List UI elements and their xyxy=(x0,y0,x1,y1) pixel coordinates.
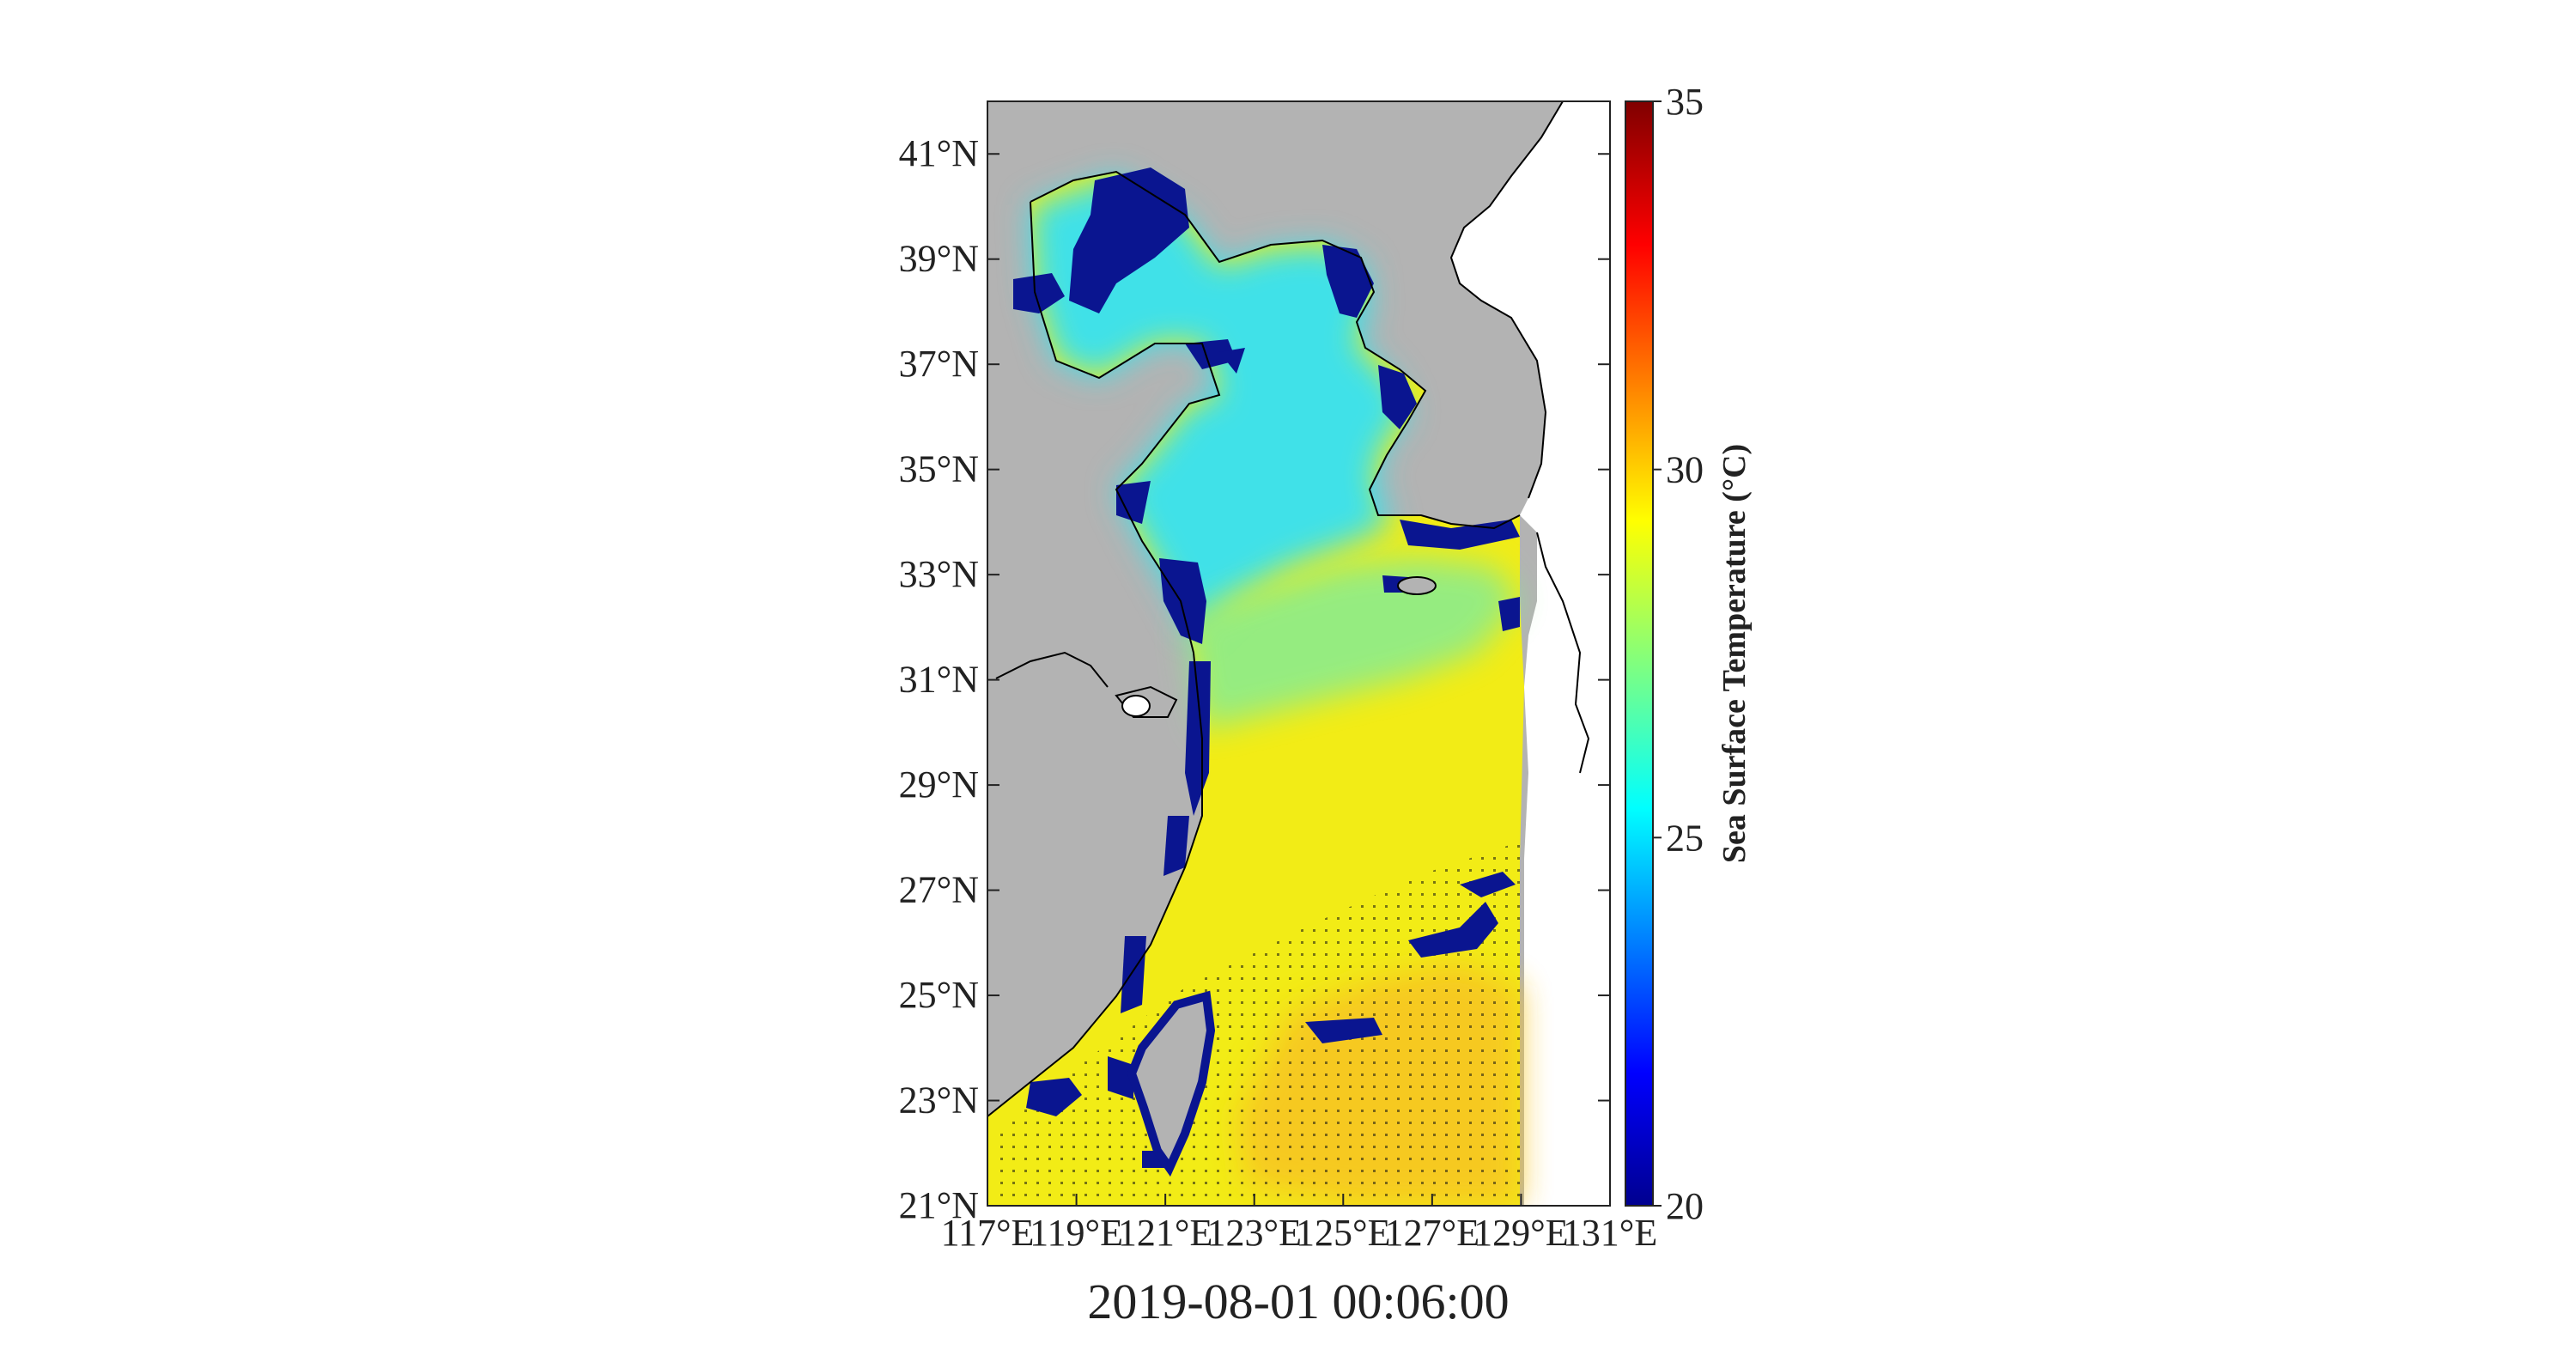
lat-tick-label: 23°N xyxy=(899,1079,979,1122)
lat-tick-label: 29°N xyxy=(899,763,979,806)
lon-tick-label: 129°E xyxy=(1473,1212,1568,1254)
lat-tick-label: 33°N xyxy=(899,553,979,595)
colorbar-gradient xyxy=(1625,100,1654,1207)
sst-cool-north xyxy=(1030,176,1408,635)
sst-field xyxy=(987,172,1524,1206)
colorbar-ticks: 20 25 30 35 xyxy=(1653,81,1704,1227)
map-axes-frame xyxy=(987,100,1611,1207)
lat-tick-label: 35°N xyxy=(899,448,979,490)
colorbar-tick-label: 30 xyxy=(1666,449,1704,491)
lat-tick-label: 25°N xyxy=(899,974,979,1016)
lon-tick-label: 131°E xyxy=(1563,1212,1657,1254)
sst-transition xyxy=(1185,558,1520,730)
japan-coastline xyxy=(1536,532,1590,774)
cold-coastal-patches xyxy=(1013,167,1520,1168)
korea-coastline xyxy=(1449,101,1564,499)
colorbar-title: Sea Surface Temperature (°C) xyxy=(1716,444,1753,863)
lon-tick-label: 127°E xyxy=(1385,1212,1479,1254)
lon-tick-label: 121°E xyxy=(1118,1212,1212,1254)
taihu-lake xyxy=(1121,695,1151,717)
mainland-coastline xyxy=(1030,170,1521,530)
lon-tick-label: 123°E xyxy=(1206,1212,1301,1254)
lat-tick-label: 39°N xyxy=(899,238,979,280)
no-data-ocean xyxy=(1451,101,1610,1206)
lat-tick-label: 31°N xyxy=(899,659,979,701)
inland-water-line xyxy=(995,651,1109,688)
colorbar-tick-label: 25 xyxy=(1666,817,1704,859)
lat-tick-label: 27°N xyxy=(899,869,979,911)
map-plot-area xyxy=(987,101,1610,1206)
lat-tick-label: 37°N xyxy=(899,343,979,385)
lat-tick-label: 41°N xyxy=(899,132,979,174)
mainland-coastline-south xyxy=(987,201,1221,1117)
lon-tick-label: 125°E xyxy=(1296,1212,1390,1254)
lon-tick-label: 119°E xyxy=(1030,1212,1123,1254)
latitude-axis: 41°N 39°N 37°N 35°N 33°N 31°N 29°N 27°N 25°N 23°N… xyxy=(899,132,1610,1226)
jeju-island xyxy=(1397,576,1437,595)
colorbar-tick-label: 20 xyxy=(1666,1185,1704,1227)
colorbar: 20 25 30 35 Sea Surface Temperature (°C) xyxy=(1625,81,1753,1227)
sst-speckle xyxy=(996,842,1520,1206)
colorbar-tick-label: 35 xyxy=(1666,81,1704,123)
lon-tick-label: 117°E xyxy=(941,1212,1035,1254)
taiwan-cold-ring xyxy=(1127,990,1216,1177)
lat-tick-label: 21°N xyxy=(899,1184,979,1226)
timestamp-label: 2019-08-01 00:06:00 xyxy=(1087,1274,1509,1329)
